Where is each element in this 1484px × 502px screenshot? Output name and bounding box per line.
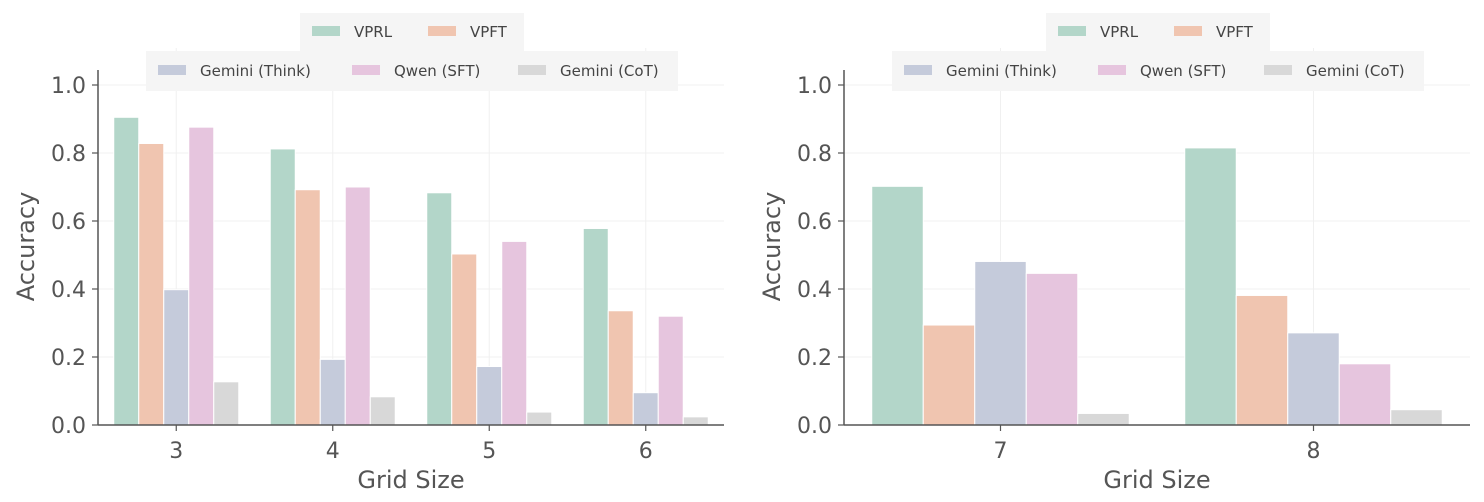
y-tick-label: 0.6: [797, 210, 832, 235]
bar-gemini-cot-8: [1390, 409, 1443, 426]
legend-swatch: [1098, 65, 1126, 75]
bar-gemini-think-5: [476, 366, 503, 426]
bar-gemini-think-4: [319, 358, 346, 426]
bar-vprl-7: [871, 185, 924, 426]
bar-gemini-think-8: [1287, 332, 1340, 426]
bar-qwen-sft-5: [501, 240, 528, 426]
legend-label: Gemini (Think): [200, 62, 311, 80]
y-tick-label: 0.6: [51, 210, 86, 235]
y-tick-label: 1.0: [797, 74, 832, 99]
bar-vpft-5: [451, 253, 478, 426]
legend-swatch: [1264, 65, 1292, 75]
y-tick-label: 0.8: [797, 142, 832, 167]
legend-label: Gemini (Think): [946, 62, 1057, 80]
legend: VPRL VPFT Gemini (Think) Qwen (SFT) Gemini (…: [892, 13, 1424, 91]
legend-swatch: [1174, 26, 1202, 36]
bar-vpft-6: [607, 310, 634, 426]
bar-qwen-sft-4: [344, 186, 371, 426]
bar-gemini-cot-7: [1077, 412, 1130, 426]
bar-qwen-sft-8: [1338, 363, 1392, 426]
legend-row-2-background: [892, 51, 1424, 91]
bar-vprl-6: [582, 227, 609, 426]
bar-gemini-cot-6: [682, 416, 709, 426]
legend-swatch: [312, 26, 340, 36]
x-tick-label: 8: [1307, 439, 1321, 464]
y-tick-label: 0.4: [797, 278, 832, 303]
bar-vpft-7: [922, 324, 976, 426]
bar-qwen-sft-6: [657, 315, 684, 426]
legend: VPRL VPFT Gemini (Think) Qwen (SFT) Gemini (…: [146, 13, 678, 91]
legend-swatch: [518, 65, 546, 75]
bar-vpft-3: [138, 142, 165, 426]
bar-qwen-sft-3: [188, 126, 215, 426]
legend-swatch: [352, 65, 380, 75]
y-tick-label: 0.2: [797, 346, 832, 371]
legend-label: Qwen (SFT): [394, 62, 480, 80]
legend-label: VPFT: [470, 23, 508, 41]
x-tick-label: 7: [994, 439, 1008, 464]
y-tick-label: 1.0: [51, 74, 86, 99]
legend-label: Qwen (SFT): [1140, 62, 1226, 80]
bar-vprl-8: [1184, 147, 1237, 426]
x-tick-label: 3: [169, 439, 183, 464]
bar-gemini-think-3: [163, 289, 190, 426]
legend-swatch: [904, 65, 932, 75]
legend-swatch: [158, 65, 186, 75]
y-tick-label: 0.2: [51, 346, 86, 371]
accuracy-chart-grid-7-8: 0.0 0.2 0.4 0.6 0.8 1.0 7 8 Grid Size Accuracy VPR…: [758, 13, 1470, 494]
legend-row-2-background: [146, 51, 678, 91]
x-tick-label: 4: [326, 439, 340, 464]
legend-label: VPRL: [354, 23, 393, 41]
bar-gemini-think-7: [974, 260, 1027, 426]
legend-label: VPRL: [1100, 23, 1139, 41]
bar-vprl-4: [269, 148, 296, 426]
legend-label: Gemini (CoT): [1306, 62, 1405, 80]
bar-gemini-cot-4: [369, 396, 396, 426]
x-tick-label: 6: [639, 439, 653, 464]
x-axis-title: Grid Size: [1103, 466, 1210, 494]
legend-swatch: [1058, 26, 1086, 36]
y-tick-label: 0.4: [51, 278, 86, 303]
bar-vpft-4: [294, 189, 321, 426]
bar-vprl-3: [113, 116, 140, 426]
legend-label: VPFT: [1216, 23, 1254, 41]
bar-vprl-5: [426, 192, 453, 426]
bar-gemini-cot-3: [213, 381, 240, 426]
bar-vpft-8: [1235, 294, 1289, 426]
y-axis-title: Accuracy: [758, 192, 786, 302]
accuracy-chart-grid-3-6: 0.0 0.2 0.4 0.6 0.8 1.0 3 4 5 6 Grid Size Accuracy V…: [12, 13, 724, 494]
legend-swatch: [428, 26, 456, 36]
bar-gemini-think-6: [632, 392, 659, 426]
legend-label: Gemini (CoT): [560, 62, 659, 80]
y-tick-label: 0.8: [51, 142, 86, 167]
bar-gemini-cot-5: [526, 411, 553, 426]
y-axis-title: Accuracy: [12, 192, 40, 302]
x-axis-title: Grid Size: [357, 466, 464, 494]
x-tick-label: 5: [482, 439, 496, 464]
bar-qwen-sft-7: [1025, 272, 1079, 426]
y-tick-label: 0.0: [51, 414, 86, 439]
y-tick-label: 0.0: [797, 414, 832, 439]
